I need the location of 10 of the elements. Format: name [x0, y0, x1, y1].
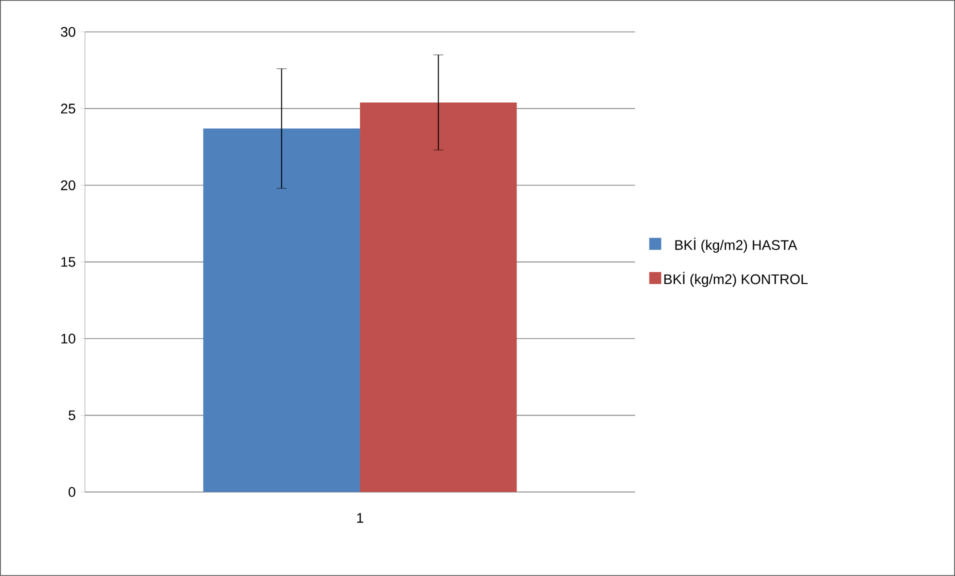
y-tick-label: 5 — [68, 410, 76, 420]
y-tick-label: 20 — [61, 180, 76, 190]
legend-label: BKİ (kg/m2) KONTROL — [664, 272, 808, 287]
y-tick-label: 15 — [61, 257, 76, 267]
x-tick-label: 1 — [357, 513, 364, 523]
y-tick-label: 25 — [61, 104, 76, 114]
y-tick-label: 0 — [68, 487, 76, 497]
legend-label: BKİ (kg/m2) HASTA — [675, 238, 798, 253]
y-tick-label: 10 — [61, 334, 76, 344]
y-tick-label: 30 — [60, 27, 76, 37]
